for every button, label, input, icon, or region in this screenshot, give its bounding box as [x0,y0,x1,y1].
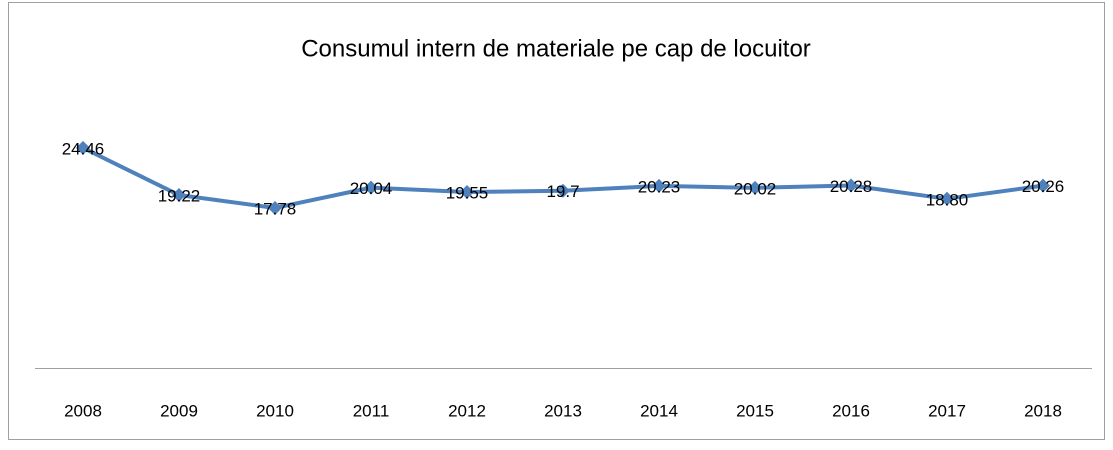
chart-border [8,2,1105,440]
point-marker [364,180,378,195]
x-tick-label: 2015 [736,401,774,420]
x-tick-label: 2012 [448,401,486,420]
point-marker [268,200,282,215]
data-label: 19.22 [158,187,201,206]
x-tick-label: 2010 [256,401,294,420]
data-label: 18.80 [926,190,969,209]
point-marker [76,140,90,155]
point-marker [460,185,474,200]
data-label: 17.78 [254,199,297,218]
x-tick-label: 2008 [64,401,102,420]
data-label: 24.46 [62,139,105,158]
x-tick-label: 2017 [928,401,966,420]
point-marker [940,191,954,206]
data-label: 20.26 [1022,177,1065,196]
data-label: 20.23 [638,177,681,196]
data-label: 19.7 [546,182,579,201]
x-tick-label: 2018 [1024,401,1062,420]
data-label: 20.28 [830,177,873,196]
point-marker [556,183,570,198]
point-marker [844,178,858,193]
x-tick-label: 2013 [544,401,582,420]
point-marker [172,188,186,203]
point-marker [652,178,666,193]
point-marker [1036,178,1050,193]
data-label: 20.02 [734,179,777,198]
x-tick-label: 2011 [353,401,390,420]
x-tick-label: 2009 [160,401,198,420]
data-label: 20.04 [350,179,393,198]
chart-title: Consumul intern de materiale pe cap de l… [301,35,811,62]
data-label: 19.55 [446,184,489,203]
x-tick-label: 2014 [640,401,678,420]
x-tick-label: 2016 [832,401,870,420]
point-marker [748,180,762,195]
